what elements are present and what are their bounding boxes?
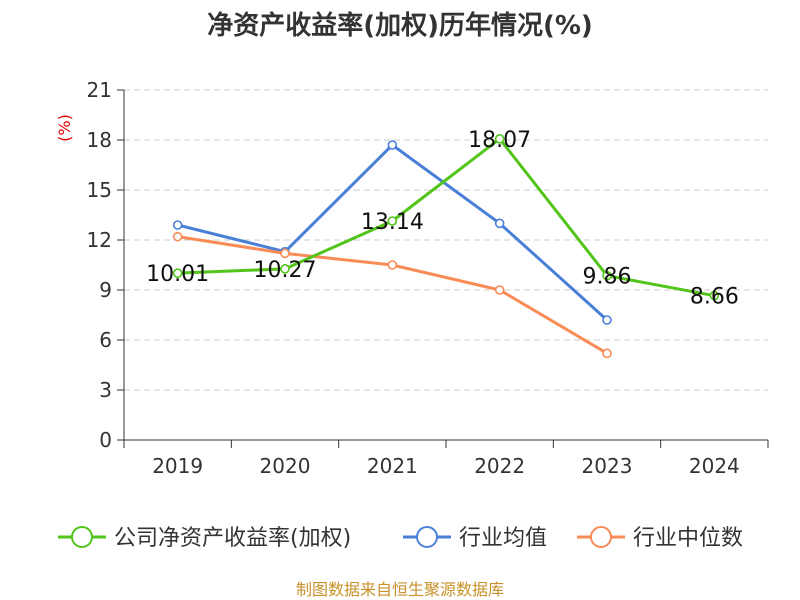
y-tick-label-21: 21 <box>87 78 112 102</box>
y-tick-label-0: 0 <box>99 428 112 452</box>
point-series-2-2021 <box>387 260 398 270</box>
x-tick-label-2024: 2024 <box>689 454 740 478</box>
legend-item-0[interactable]: 公司净资产收益率(加权) <box>58 526 351 551</box>
legend-marker-0 <box>71 526 93 548</box>
gridlines <box>124 89 768 391</box>
point-series-0-2024 <box>709 290 720 301</box>
y-tick-label-3: 3 <box>99 378 112 402</box>
axes: 0 3 6 9 12 15 18 21 2019 2020 2021 2022 2023 2024 <box>87 78 769 478</box>
x-tick-label-2021: 2021 <box>367 454 418 478</box>
legend-marker-1 <box>416 526 438 548</box>
series-layer <box>172 134 720 359</box>
legend-item-1[interactable]: 行业均值 <box>403 526 547 551</box>
point-series-1-2023 <box>602 315 612 325</box>
point-series-0-2022 <box>494 134 505 144</box>
legend-label-1: 行业均值 <box>459 526 547 551</box>
data-labels: 10.01 10.27 13.14 18.07 9.86 8.66 <box>146 128 739 310</box>
data-label-2021: 13.14 <box>361 210 424 235</box>
data-label-2019: 10.01 <box>146 262 209 287</box>
source-note: 制图数据来自恒生聚源数据库 <box>296 580 504 599</box>
x-tick-label-2019: 2019 <box>152 454 203 478</box>
legend[interactable]: 公司净资产收益率(加权) 行业均值 行业中位数 <box>58 526 743 551</box>
series-line-2 <box>177 235 608 355</box>
y-tick-label-18: 18 <box>87 128 112 152</box>
y-tick-label-6: 6 <box>99 328 112 352</box>
chart-title: 净资产收益率(加权)历年情况(%) <box>207 10 593 41</box>
point-series-1-2022 <box>494 218 505 229</box>
x-tick-label-2023: 2023 <box>582 454 633 478</box>
legend-item-2[interactable]: 行业中位数 <box>577 526 743 551</box>
y-tick-label-12: 12 <box>87 228 112 252</box>
legend-marker-2 <box>590 526 612 548</box>
point-series-1-2019 <box>172 220 183 230</box>
point-series-2-2022 <box>494 285 505 295</box>
data-label-2020: 10.27 <box>254 258 317 283</box>
point-series-2-2023 <box>602 348 612 359</box>
y-tick-label-9: 9 <box>99 278 112 302</box>
legend-label-2: 行业中位数 <box>633 526 743 551</box>
data-label-2024: 8.66 <box>690 285 739 310</box>
series-line-0 <box>177 137 715 298</box>
point-series-1-2021 <box>387 140 398 150</box>
point-series-2-2020 <box>280 248 290 259</box>
legend-label-0: 公司净资产收益率(加权) <box>114 526 351 551</box>
x-tick-label-2022: 2022 <box>474 454 525 478</box>
y-tick-label-15: 15 <box>87 178 112 202</box>
point-series-2-2019 <box>172 231 183 242</box>
y-axis-unit-label: (%) <box>55 114 74 142</box>
x-tick-label-2020: 2020 <box>260 454 311 478</box>
point-series-0-2023 <box>602 270 612 281</box>
data-label-2022: 18.07 <box>468 128 531 153</box>
point-series-0-2020 <box>280 264 290 274</box>
point-series-0-2021 <box>387 216 398 226</box>
point-series-0-2019 <box>172 268 183 278</box>
data-label-2023: 9.86 <box>583 265 632 290</box>
